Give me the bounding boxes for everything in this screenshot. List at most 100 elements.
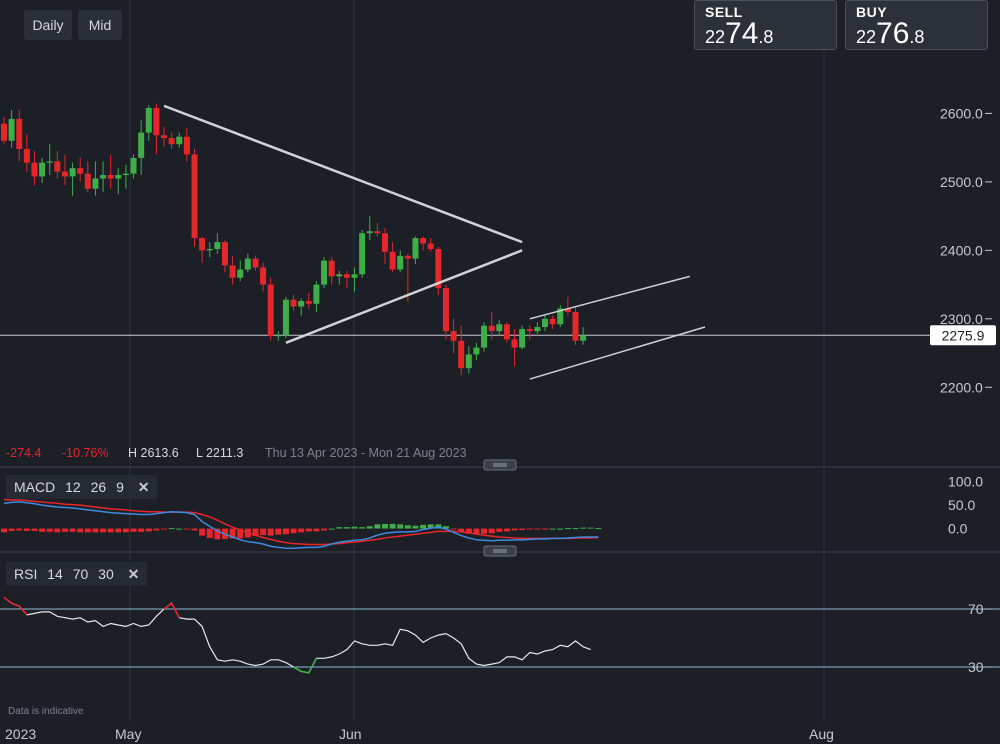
buy-quote-box[interactable]: BUY 2276.8: [845, 0, 988, 50]
high-value: H 2613.6: [128, 446, 179, 460]
candle-down: [23, 149, 30, 163]
current-price-badge: [930, 325, 996, 346]
trendline: [529, 326, 706, 380]
candle-down: [191, 154, 198, 239]
y-tick-label: 2500.0: [940, 174, 983, 190]
macd-histogram-bar: [412, 525, 419, 529]
candle-up: [214, 242, 221, 249]
macd-signal-line: [3, 498, 599, 546]
macd-histogram-bar: [534, 528, 541, 530]
candle-down: [1, 123, 7, 141]
panel-resize-handle: [483, 545, 517, 557]
candle-down: [31, 162, 38, 177]
candle-down: [442, 288, 449, 332]
buy-label: BUY: [856, 4, 888, 20]
y-tick-label: 2200.0: [940, 379, 983, 395]
macd-histogram-bar: [153, 528, 160, 531]
macd-histogram-bar: [229, 528, 236, 539]
macd-histogram-bar: [16, 528, 23, 531]
macd-histogram-bar: [450, 528, 457, 530]
macd-histogram-bar: [130, 528, 137, 532]
macd-histogram-bar: [237, 528, 244, 539]
macd-histogram-bar: [107, 528, 114, 533]
macd-close-icon[interactable]: ✕: [137, 479, 150, 495]
candle-up: [176, 136, 183, 145]
sell-price-decimal: .8: [758, 27, 774, 47]
candle-down: [572, 311, 579, 341]
macd-histogram-bar: [343, 527, 350, 529]
trendline: [285, 249, 523, 344]
rsi-oversold-segment: [293, 666, 302, 673]
macd-histogram-bar: [442, 526, 449, 529]
candle-up: [282, 299, 289, 336]
macd-histogram-bar: [526, 528, 533, 530]
candle-up: [206, 248, 213, 251]
macd-histogram-bar: [420, 524, 427, 529]
candle-up: [69, 168, 76, 177]
macd-histogram-bar: [168, 528, 175, 530]
macd-histogram-bar: [23, 528, 30, 531]
macd-histogram-bar: [138, 528, 145, 532]
macd-label[interactable]: MACD 12 26 9 ✕: [6, 475, 158, 499]
rsi-close-icon[interactable]: ✕: [127, 566, 140, 582]
candle-up: [244, 258, 251, 270]
macd-histogram-bar: [549, 528, 556, 530]
daily-interval-button[interactable]: Daily: [24, 10, 72, 40]
rsi-overbought-segment: [3, 596, 13, 604]
macd-histogram-bar: [427, 524, 434, 529]
candle-down: [305, 301, 312, 304]
macd-histogram-bar: [298, 528, 305, 533]
macd-histogram-bar: [313, 528, 320, 532]
macd-histogram-bar: [61, 528, 68, 532]
rsi-oversold-segment: [301, 670, 309, 674]
buy-price-prefix: 22: [856, 27, 877, 47]
candle-down: [549, 318, 556, 325]
candle-down: [458, 340, 465, 369]
candle-down: [328, 260, 335, 277]
sell-quote-box[interactable]: SELL 2274.8: [694, 0, 837, 50]
macd-histogram-bar: [275, 528, 282, 535]
macd-param-fast: 12: [65, 479, 81, 495]
rsi-overbought-segment: [170, 602, 180, 619]
rsi-param-upper: 70: [72, 566, 89, 582]
rsi-y-tick: 70: [968, 601, 984, 617]
mid-price-button[interactable]: Mid: [78, 10, 122, 40]
x-tick-label: Aug: [809, 726, 834, 742]
candle-down: [511, 339, 518, 348]
macd-histogram-bar: [496, 528, 503, 532]
candle-down: [153, 107, 160, 136]
buy-price-decimal: .8: [909, 27, 925, 47]
macd-histogram-bar: [8, 528, 15, 531]
rsi-overbought-segment: [163, 602, 173, 610]
y-tick-label: 2600.0: [940, 105, 983, 121]
candle-up: [138, 132, 145, 158]
macd-histogram-bar: [389, 523, 396, 529]
candle-up: [122, 173, 129, 176]
macd-histogram-bar: [351, 526, 358, 529]
candle-down: [404, 255, 411, 259]
macd-histogram-bar: [488, 528, 495, 534]
macd-histogram-bar: [84, 528, 91, 533]
trendline: [163, 104, 523, 244]
macd-histogram-bar: [260, 528, 267, 536]
macd-histogram-bar: [572, 528, 579, 530]
macd-histogram-bar: [382, 523, 388, 529]
candle-up: [397, 255, 404, 270]
macd-histogram-bar: [282, 528, 289, 535]
macd-histogram-bar: [115, 528, 122, 533]
rsi-overbought-segment: [11, 602, 20, 607]
rsi-label[interactable]: RSI 14 70 30 ✕: [6, 562, 148, 586]
macd-histogram-bar: [39, 528, 46, 532]
macd-histogram-bar: [252, 528, 259, 537]
macd-histogram-bar: [122, 528, 129, 533]
candle-up: [351, 274, 358, 278]
candle-down: [199, 238, 206, 251]
macd-histogram-bar: [31, 528, 38, 531]
macd-histogram-bar: [77, 528, 84, 533]
candle-up: [366, 231, 373, 234]
candle-up: [359, 233, 366, 275]
macd-histogram-bar: [100, 528, 107, 533]
candle-up: [542, 318, 549, 328]
